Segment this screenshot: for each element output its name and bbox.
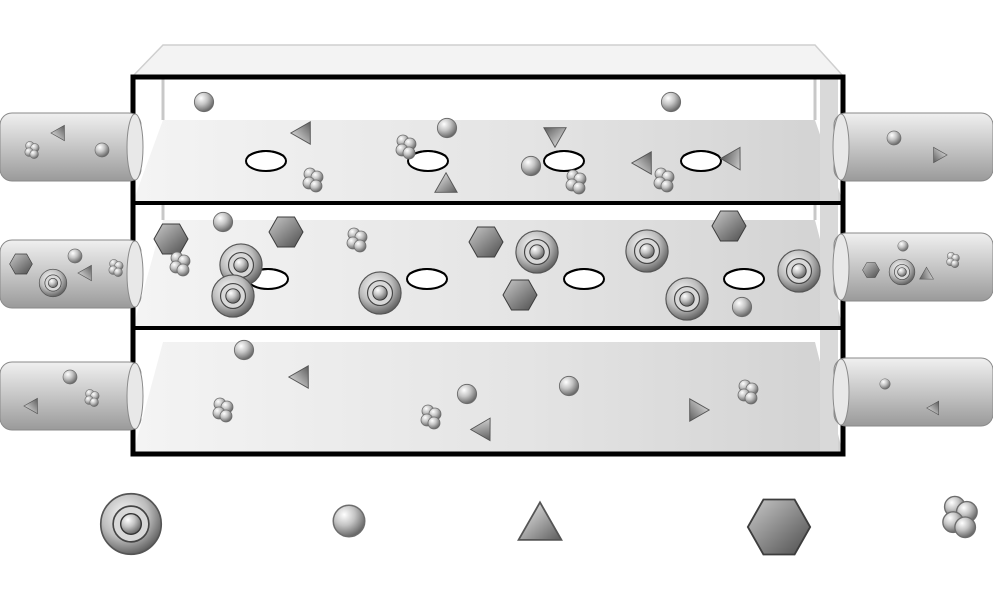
sphere-particle	[456, 383, 478, 405]
sphere-particle	[520, 155, 542, 177]
ringed-sphere-particle	[515, 230, 559, 274]
sphere-icon	[332, 504, 366, 538]
cluster-particle	[653, 167, 675, 193]
sphere-particle	[436, 117, 458, 139]
ringed-sphere-icon	[99, 492, 163, 556]
ringed-sphere-particle	[211, 274, 255, 318]
sphere-particle	[558, 375, 580, 397]
sphere-particle	[233, 339, 255, 361]
triangle-icon	[517, 501, 563, 541]
outlet-top	[832, 112, 993, 182]
cluster-particle	[395, 134, 417, 160]
cluster-particle	[302, 167, 324, 193]
sphere-particle	[731, 296, 753, 318]
left-ports	[0, 112, 144, 431]
inlet-top	[0, 112, 144, 182]
ringed-sphere-particle	[777, 249, 821, 293]
cluster-particle	[346, 227, 368, 253]
sphere-particle	[212, 211, 234, 233]
sphere-particle	[193, 91, 215, 113]
cluster-particle	[565, 169, 587, 195]
cluster-particle	[169, 251, 191, 277]
inlet-middle	[0, 239, 144, 309]
ringed-sphere-particle	[358, 271, 402, 315]
cluster-particle	[737, 379, 759, 405]
ringed-sphere-particle	[665, 277, 709, 321]
hexagon-icon	[746, 498, 812, 556]
outlet-bottom	[832, 357, 993, 427]
sphere-particle	[660, 91, 682, 113]
inlet-bottom	[0, 361, 144, 431]
top-membrane-pores	[245, 150, 722, 172]
cluster-particle	[420, 404, 442, 430]
top-chamber	[133, 78, 843, 202]
legend	[99, 492, 978, 556]
ringed-sphere-particle	[625, 229, 669, 273]
box-lid	[131, 44, 845, 77]
cluster-particle	[212, 397, 234, 423]
cluster-icon	[942, 495, 978, 539]
